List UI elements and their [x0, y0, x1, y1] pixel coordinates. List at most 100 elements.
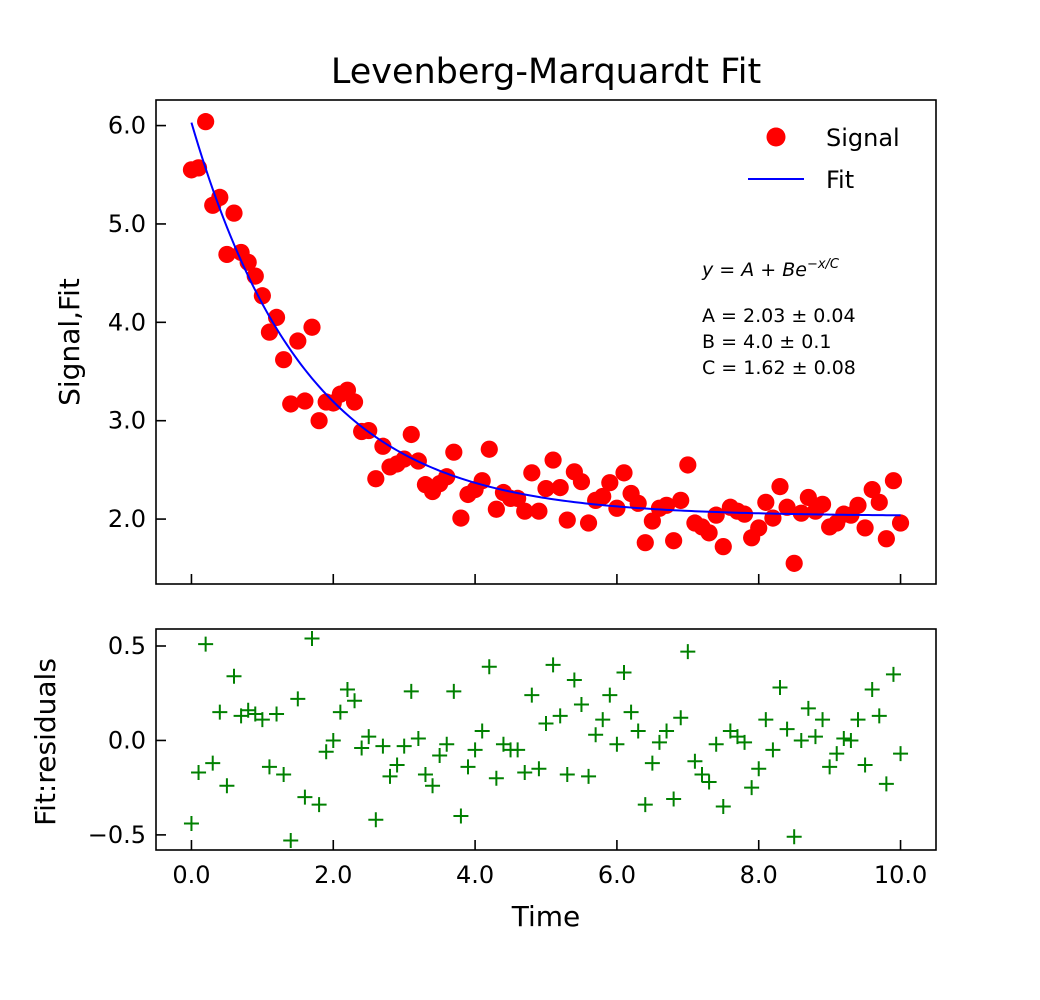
signal-point [197, 113, 215, 131]
residual-point [708, 736, 724, 752]
residual-point [765, 742, 781, 758]
residual-point [751, 761, 767, 777]
x-tick-label: 6.0 [598, 861, 636, 889]
residual-point [836, 731, 852, 747]
residual-point [318, 744, 334, 760]
residual-point [467, 742, 483, 758]
signal-point [750, 519, 768, 537]
residual-point [552, 708, 568, 724]
residual-point [524, 687, 540, 703]
residual-point [595, 712, 611, 728]
signal-axis-ticks: 2.0 3.0 4.0 5.0 6.0 [108, 112, 902, 584]
signal-point [700, 524, 718, 542]
residual-point [566, 672, 582, 688]
residuals-y-tick-label: 0.0 [108, 726, 146, 754]
residual-point [609, 736, 625, 752]
signal-point [551, 478, 569, 497]
x-tick-label: 4.0 [456, 861, 494, 889]
residual-point [687, 753, 703, 769]
residual-point [815, 712, 831, 728]
residual-point [651, 734, 667, 750]
signal-point [544, 451, 562, 469]
residual-point [339, 681, 355, 697]
signal-point [402, 425, 420, 444]
signal-point [189, 159, 208, 177]
residual-point [822, 759, 838, 775]
residual-point [410, 731, 426, 747]
signal-point [537, 479, 555, 498]
residual-point [573, 697, 589, 713]
residuals-panel: 0.0 2.0 4.0 6.0 8.0 10.0 −0.5 0.0 0.5 Fit:residu… [29, 628, 937, 933]
residual-point [403, 683, 419, 699]
legend-signal-label: Signal [826, 124, 900, 152]
residual-point [878, 776, 894, 792]
residual-point [644, 755, 660, 771]
legend-signal-marker [766, 127, 786, 147]
residual-point [531, 761, 547, 777]
residual-point [347, 693, 363, 709]
x-tick-label: 8.0 [740, 861, 778, 889]
residual-point [446, 683, 462, 699]
residual-point [800, 700, 816, 716]
residual-point [417, 766, 433, 782]
signal-point [345, 393, 364, 411]
legend: Signal Fit [748, 124, 900, 194]
residual-point [850, 712, 866, 728]
residual-point [559, 766, 575, 782]
residual-point [361, 729, 377, 745]
residual-point [680, 644, 696, 660]
residual-point [857, 757, 873, 773]
residual-point [616, 664, 632, 680]
residual-point [843, 732, 859, 748]
signal-y-tick-label: 5.0 [108, 210, 146, 238]
signal-point [225, 204, 243, 222]
residual-point [205, 755, 221, 771]
signal-point [877, 530, 895, 548]
fit-equation: y = A + Be−x/C [701, 257, 840, 281]
residual-point [659, 723, 675, 739]
signal-marks [182, 113, 910, 572]
residual-point [283, 833, 299, 849]
residual-point [297, 789, 313, 805]
residual-point [354, 740, 370, 756]
signal-y-tick-label: 3.0 [108, 407, 146, 435]
residual-point [786, 829, 802, 845]
residual-point [538, 715, 554, 731]
signal-point [636, 534, 654, 552]
signal-point [253, 287, 271, 305]
signal-point [615, 464, 633, 482]
signal-point [891, 514, 910, 532]
signal-point [523, 464, 541, 482]
residual-point [191, 765, 207, 781]
residual-point [332, 704, 348, 720]
signal-point [487, 500, 505, 518]
fit-line [190, 122, 901, 517]
residual-point [517, 765, 533, 781]
signal-panel: 2.0 3.0 4.0 5.0 6.0 Signal,Fit Signal Fit y … [53, 99, 937, 585]
signal-point [282, 395, 300, 413]
residual-point [510, 742, 526, 758]
residual-point [304, 630, 320, 646]
residual-point [432, 748, 448, 764]
signal-point [778, 498, 796, 516]
signal-point [218, 245, 236, 264]
x-tick-label: 10.0 [874, 861, 927, 889]
residual-point [772, 680, 788, 696]
residual-point [481, 659, 497, 675]
residuals-panel-frame [155, 628, 937, 851]
residual-point [276, 766, 292, 782]
signal-point [707, 506, 725, 524]
signal-y-tick-label: 4.0 [108, 308, 146, 336]
signal-point [672, 491, 690, 509]
x-tick-label: 0.0 [172, 861, 210, 889]
residual-point [602, 687, 618, 703]
residual-point [673, 710, 689, 726]
residual-point [474, 723, 490, 739]
signal-point [395, 450, 413, 468]
signal-point [289, 332, 307, 350]
signal-point [771, 478, 789, 496]
residuals-y-tick-label: 0.5 [108, 632, 146, 660]
chart-title: Levenberg-Marquardt Fit [331, 52, 761, 92]
signal-point [870, 493, 888, 511]
signal-y-tick-label: 2.0 [108, 505, 146, 533]
